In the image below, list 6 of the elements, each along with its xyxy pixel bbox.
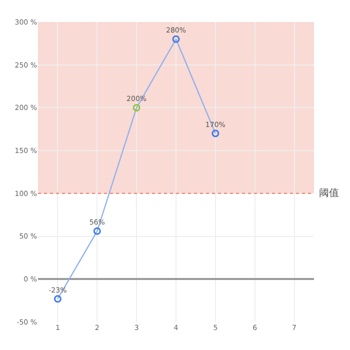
- point: [132, 104, 140, 112]
- point: [93, 227, 101, 235]
- ref-line-label: 阈值: [319, 187, 339, 199]
- point: [54, 295, 62, 303]
- point: [212, 130, 220, 138]
- point: [172, 35, 180, 43]
